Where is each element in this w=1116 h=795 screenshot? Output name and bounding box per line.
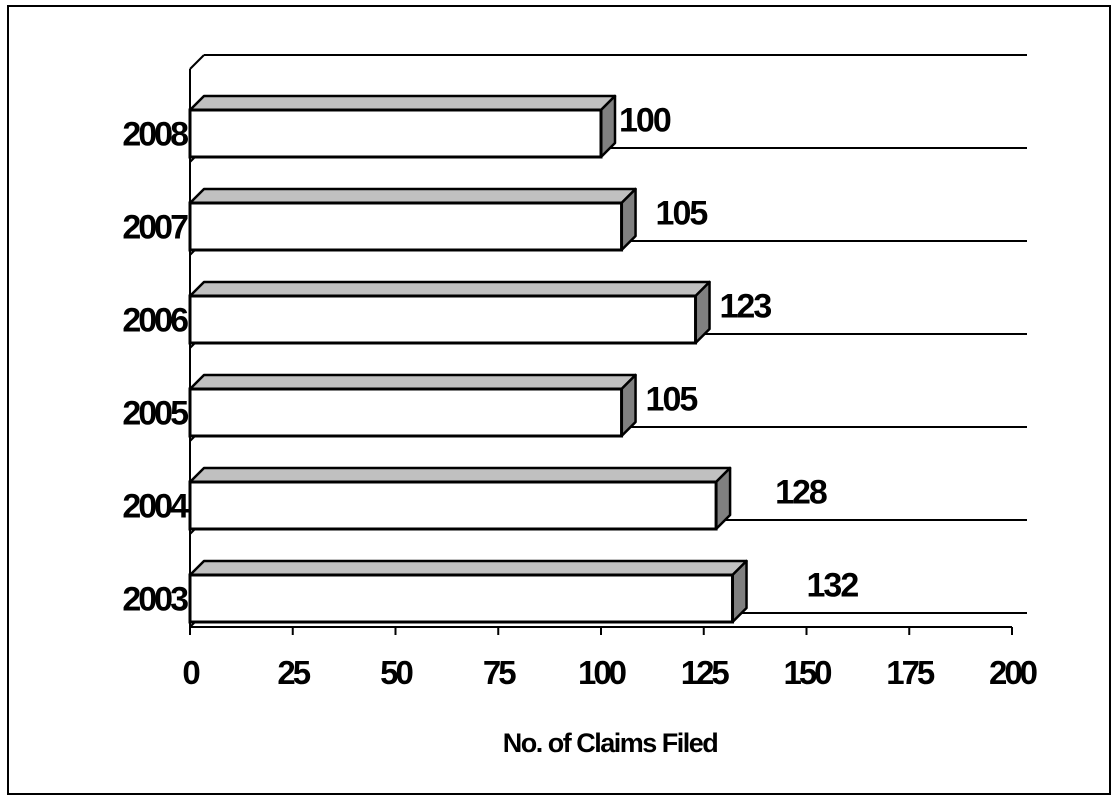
x-tick-label: 150: [783, 654, 831, 691]
x-tick-label: 100: [578, 654, 626, 691]
bar-top-face: [188, 187, 637, 205]
bar-top-face: [188, 94, 617, 112]
x-axis-title: No. of Claims Filed: [503, 728, 718, 758]
data-label: 128: [775, 474, 827, 512]
bar: [188, 201, 624, 252]
data-label: 132: [807, 567, 859, 605]
data-label: 123: [720, 288, 772, 326]
bar-top-face: [188, 280, 711, 298]
category-label: 2004: [122, 488, 189, 526]
bar: [188, 480, 718, 531]
bar: [188, 294, 698, 345]
x-tick-label: 125: [681, 654, 730, 691]
category-label: 2003: [122, 581, 188, 619]
bar: [188, 573, 735, 624]
x-tick-label: 0: [182, 654, 199, 691]
category-label: 2007: [122, 209, 188, 247]
x-tick-label: 75: [483, 654, 516, 691]
bar: [188, 108, 603, 159]
data-label: 105: [656, 195, 708, 233]
bar-top-face: [188, 373, 637, 391]
category-label: 2006: [122, 302, 188, 340]
x-tick-label: 175: [886, 654, 935, 691]
gridline-connector: [189, 54, 205, 70]
bar: [188, 387, 624, 438]
bar-top-face: [188, 466, 732, 484]
x-tick-label: 50: [380, 654, 412, 691]
tick-labels: 0 25 50 75 100 125 150 175 200: [182, 654, 1039, 691]
category-label: 2005: [122, 395, 188, 433]
bars: [188, 94, 748, 624]
category-labels: 2003 2004 2005 2006 2007 2008: [122, 116, 192, 619]
x-tick-label: 25: [277, 654, 310, 691]
category-label: 2008: [122, 116, 188, 154]
data-labels: 132 128 105 123 105 100: [619, 102, 860, 605]
x-tick-label: 200: [989, 654, 1037, 691]
data-label: 105: [646, 381, 698, 419]
data-label: 100: [619, 102, 671, 140]
bar-top-face: [188, 559, 748, 577]
axes: [189, 69, 1013, 635]
